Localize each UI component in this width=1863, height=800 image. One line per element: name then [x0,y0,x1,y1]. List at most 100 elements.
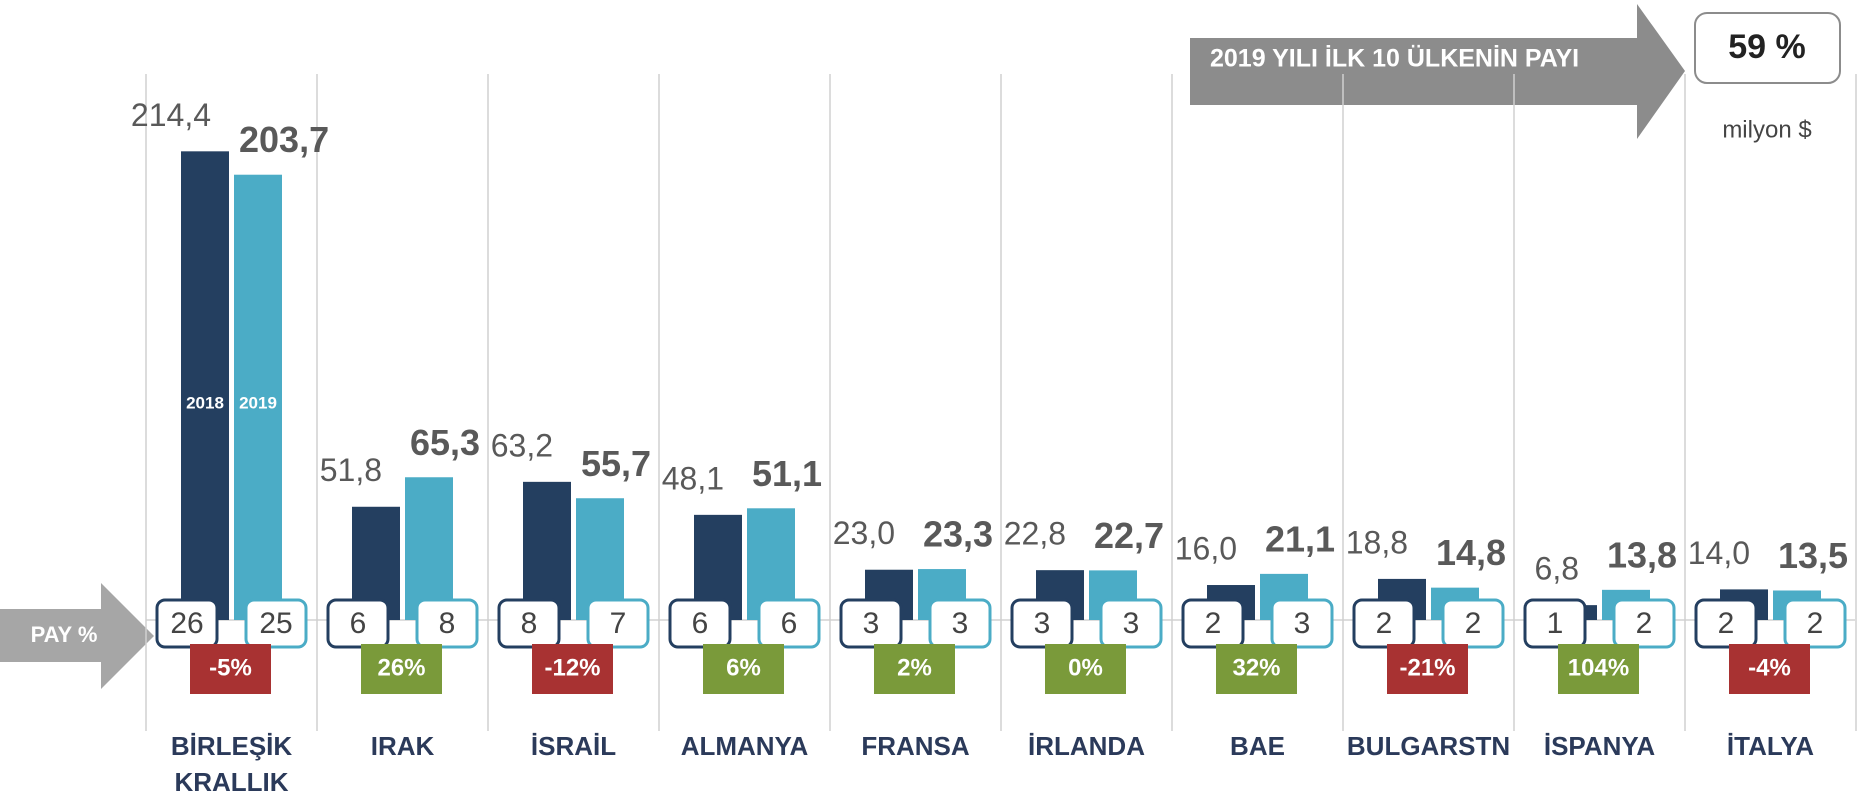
share-box [928,598,992,649]
chart-title: 2019 YILI İLK 10 ÜLKENİN PAYI [1210,44,1579,73]
share-value: 3 [863,607,880,640]
share-box [497,598,561,649]
total-share: 59 % [1728,28,1806,66]
share-value: 3 [1123,607,1140,640]
value-label: 23,0 [833,515,895,551]
change-label: 2% [897,654,932,681]
share-value: 3 [1294,607,1311,640]
value-label: 6,8 [1535,551,1579,587]
category-label: BİRLEŞİK KRALLIK [170,731,293,797]
share-box [1441,598,1505,649]
share-box [668,598,732,649]
change-label: 32% [1232,654,1280,681]
unit-label: milyon $ [1722,116,1811,143]
change-box [361,644,442,694]
category-label: İSPANYA [1543,731,1656,761]
change-box [1216,644,1297,694]
value-label: 51,8 [320,452,382,488]
value-label: 14,8 [1436,532,1506,573]
share-box [1181,598,1245,649]
share-value: 3 [952,607,969,640]
share-box [757,598,821,649]
bar [234,174,282,621]
share-box [586,598,650,649]
value-label: 13,8 [1607,534,1677,575]
bar [181,151,229,620]
change-box [190,644,271,694]
share-value: 6 [350,607,367,640]
share-value: 6 [781,607,798,640]
share-box [244,598,308,649]
change-box [874,644,955,694]
share-value: 25 [259,607,292,640]
change-box [1729,644,1810,694]
share-box [1783,598,1847,649]
category-label: IRAK [370,731,435,761]
value-label: 23,3 [923,514,993,555]
series-name: 2019 [239,393,277,412]
share-value: 2 [1205,607,1222,640]
share-value: 2 [1376,607,1393,640]
change-box [703,644,784,694]
category-label: ALMANYA [680,731,809,761]
share-value: 6 [692,607,709,640]
value-label: 21,1 [1265,518,1335,559]
share-box [1010,598,1074,649]
share-box [1352,598,1416,649]
change-label: -21% [1399,654,1455,681]
change-label: 6% [726,654,761,681]
value-label: 22,8 [1004,516,1066,552]
value-label: 65,3 [410,422,480,463]
share-arrow [0,583,154,689]
bar [405,477,453,620]
share-box [839,598,903,649]
share-box [1099,598,1163,649]
share-value: 2 [1465,607,1482,640]
change-label: -5% [209,654,252,681]
share-box [1523,598,1587,649]
share-value: 1 [1547,607,1564,640]
share-value: 3 [1034,607,1051,640]
category-label: BAE [1230,731,1285,761]
share-value: 8 [521,607,538,640]
category-label: İTALYA [1726,731,1815,761]
value-label: 16,0 [1175,530,1237,566]
value-label: 214,4 [131,97,211,133]
change-label: 26% [377,654,425,681]
value-label: 18,8 [1346,524,1408,560]
share-box [1612,598,1676,649]
value-label: 22,7 [1094,515,1164,556]
share-value: 26 [170,607,203,640]
share-box [155,598,219,649]
category-label: İSRAİL [530,731,617,761]
value-label: 63,2 [491,427,553,463]
value-label: 48,1 [662,460,724,496]
share-value: 7 [610,607,627,640]
share-box [326,598,390,649]
change-label: 104% [1568,654,1629,681]
value-label: 14,0 [1688,535,1750,571]
change-label: -12% [544,654,600,681]
total-share-box [1694,12,1841,84]
share-value: 8 [439,607,456,640]
share-value: 2 [1718,607,1735,640]
share-box [1694,598,1758,649]
bar [523,481,571,620]
title-arrow [1190,4,1685,139]
series-name: 2018 [186,393,224,412]
change-label: 0% [1068,654,1103,681]
share-value: 2 [1636,607,1653,640]
value-label: 203,7 [239,119,329,160]
change-box [532,644,613,694]
value-label: 51,1 [752,453,822,494]
share-box [1270,598,1334,649]
share-value: 2 [1807,607,1824,640]
category-label: BULGARSTN [1346,731,1511,761]
category-label: İRLANDA [1028,731,1145,761]
change-box [1045,644,1126,694]
change-box [1558,644,1639,694]
value-label: 13,5 [1778,535,1848,576]
change-box [1387,644,1468,694]
